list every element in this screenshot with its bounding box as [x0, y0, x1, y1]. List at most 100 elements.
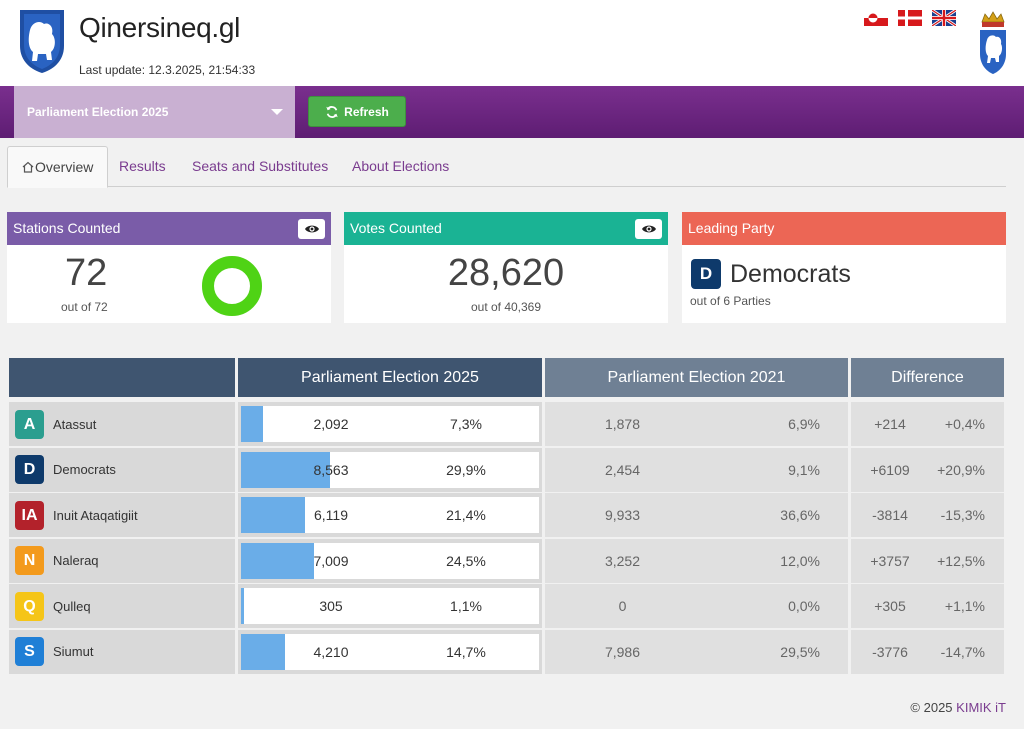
prev-votes-value: 2,454 [604, 461, 641, 478]
difference-header: Difference [851, 358, 1004, 397]
tab-seats-and-substitutes[interactable]: Seats and Substitutes [192, 158, 329, 174]
current-votes-cell: 2,092 7,3% [238, 402, 542, 446]
refresh-icon [326, 105, 338, 118]
votes-value: 2,092 [313, 416, 349, 432]
greenland-coat-of-arms-icon[interactable] [18, 8, 66, 74]
party-name: Naleraq [53, 553, 99, 568]
party-column-header [9, 358, 235, 397]
toolbar: Parliament Election 2025 Refresh [0, 86, 1024, 138]
copyright-text: © 2025 [910, 700, 957, 715]
tab-about-elections[interactable]: About Elections [352, 158, 450, 174]
diff-percent: +0,4% [944, 416, 985, 432]
greenland-flag-icon[interactable] [864, 10, 888, 26]
leading-party-card: Leading Party D Democrats out of 6 Parti… [682, 212, 1006, 323]
table-row: D Democrats 8,563 29,9% 2,454 9,1% +6109 +20,9% [9, 447, 1005, 492]
stations-counted-value: 72 [65, 252, 108, 294]
election-select[interactable]: Parliament Election 2025 [14, 86, 295, 138]
stations-eye-button[interactable] [298, 219, 325, 239]
difference-cell: +214 +0,4% [851, 402, 1004, 446]
prev-votes-value: 3,252 [604, 552, 641, 569]
vote-share-box: 7,009 24,5% [241, 542, 539, 579]
diff-votes-value: +214 [874, 416, 906, 432]
party-cell[interactable]: IA Inuit Ataqatigiit [9, 493, 235, 537]
uk-flag-icon[interactable] [932, 10, 956, 26]
denmark-flag-icon[interactable] [898, 10, 922, 26]
vote-share-bar [241, 497, 305, 533]
vote-share-box: 8,563 29,9% [241, 451, 539, 488]
votes-value: 4,210 [313, 643, 349, 660]
tab-overview-label: Overview [35, 159, 94, 175]
party-cell[interactable]: D Democrats [9, 447, 235, 492]
prev-votes-percent: 9,1% [788, 461, 820, 478]
party-name: Siumut [53, 644, 94, 659]
votes-percent: 1,1% [450, 598, 482, 614]
votes-counted-title: Votes Counted [350, 220, 442, 236]
vote-share-box: 2,092 7,3% [241, 406, 539, 442]
prev-votes-percent: 0,0% [788, 598, 820, 614]
diff-percent: +20,9% [937, 461, 985, 478]
royal-crest-icon [980, 11, 1006, 74]
leading-party-title: Leading Party [688, 220, 775, 236]
previous-election-header: Parliament Election 2021 [545, 358, 848, 397]
party-cell[interactable]: A Atassut [9, 402, 235, 446]
stations-counted-header: Stations Counted [7, 212, 331, 245]
party-cell[interactable]: Q Qulleq [9, 584, 235, 628]
party-badge: S [15, 637, 44, 666]
eye-icon [641, 225, 656, 233]
votes-counted-subtext: out of 40,369 [470, 300, 542, 314]
table-row: Q Qulleq 305 1,1% 0 0,0% +305 +1,1% [9, 584, 1005, 628]
prev-votes-percent: 12,0% [780, 552, 820, 569]
diff-votes-value: -3776 [872, 643, 908, 660]
party-cell[interactable]: S Siumut [9, 629, 235, 674]
leading-party-badge: D [691, 259, 721, 289]
tab-overview[interactable]: Overview [7, 146, 109, 188]
diff-percent: -15,3% [940, 507, 985, 523]
diff-votes-value: +6109 [870, 461, 910, 478]
stations-progress-arc [202, 256, 262, 316]
votes-percent: 21,4% [446, 507, 486, 523]
diff-percent: +1,1% [944, 598, 985, 614]
leading-party-subtext: out of 6 Parties [690, 294, 771, 308]
tab-results[interactable]: Results [119, 158, 166, 174]
party-name: Democrats [53, 462, 116, 477]
refresh-button-label: Refresh [344, 104, 389, 119]
stations-counted-title: Stations Counted [13, 220, 121, 236]
previous-votes-cell: 7,986 29,5% [545, 629, 848, 674]
main-tabs: Overview Results Seats and Substitutes A… [7, 146, 1006, 188]
current-votes-cell: 6,119 21,4% [238, 493, 542, 537]
current-votes-cell: 4,210 14,7% [238, 629, 542, 674]
site-title[interactable]: Qinersineq.gl [79, 12, 241, 43]
previous-votes-cell: 3,252 12,0% [545, 538, 848, 583]
party-badge: Q [15, 591, 44, 621]
votes-percent: 14,7% [446, 643, 486, 660]
leading-party-header: Leading Party [682, 212, 1006, 245]
votes-counted-header: Votes Counted [344, 212, 668, 245]
language-switcher [864, 10, 956, 26]
current-votes-cell: 7,009 24,5% [238, 538, 542, 583]
votes-value: 305 [319, 598, 343, 614]
refresh-button[interactable]: Refresh [308, 96, 406, 127]
vote-share-bar [241, 451, 330, 488]
vote-share-bar [241, 633, 285, 670]
prev-votes-value: 9,933 [604, 507, 641, 523]
votes-percent: 29,9% [446, 461, 486, 478]
previous-votes-cell: 2,454 9,1% [545, 447, 848, 492]
table-row: IA Inuit Ataqatigiit 6,119 21,4% 9,933 36,6% -… [9, 493, 1005, 537]
leading-party-info: D Democrats [691, 259, 851, 289]
stations-progress-ring [202, 256, 262, 316]
kimik-link[interactable]: KIMIK iT [956, 700, 1006, 715]
prev-votes-percent: 6,9% [788, 416, 820, 432]
difference-cell: +305 +1,1% [851, 584, 1004, 628]
votes-percent: 7,3% [450, 416, 482, 432]
home-icon [22, 161, 34, 173]
diff-votes-value: +305 [874, 598, 906, 614]
diff-percent: +12,5% [937, 552, 985, 569]
party-cell[interactable]: N Naleraq [9, 538, 235, 583]
previous-votes-cell: 1,878 6,9% [545, 402, 848, 446]
party-badge: D [15, 455, 44, 484]
previous-votes-cell: 9,933 36,6% [545, 493, 848, 537]
current-votes-cell: 8,563 29,9% [238, 447, 542, 492]
votes-counted-value: 28,620 [447, 252, 565, 294]
votes-eye-button[interactable] [635, 219, 662, 239]
difference-cell: +3757 +12,5% [851, 538, 1004, 583]
